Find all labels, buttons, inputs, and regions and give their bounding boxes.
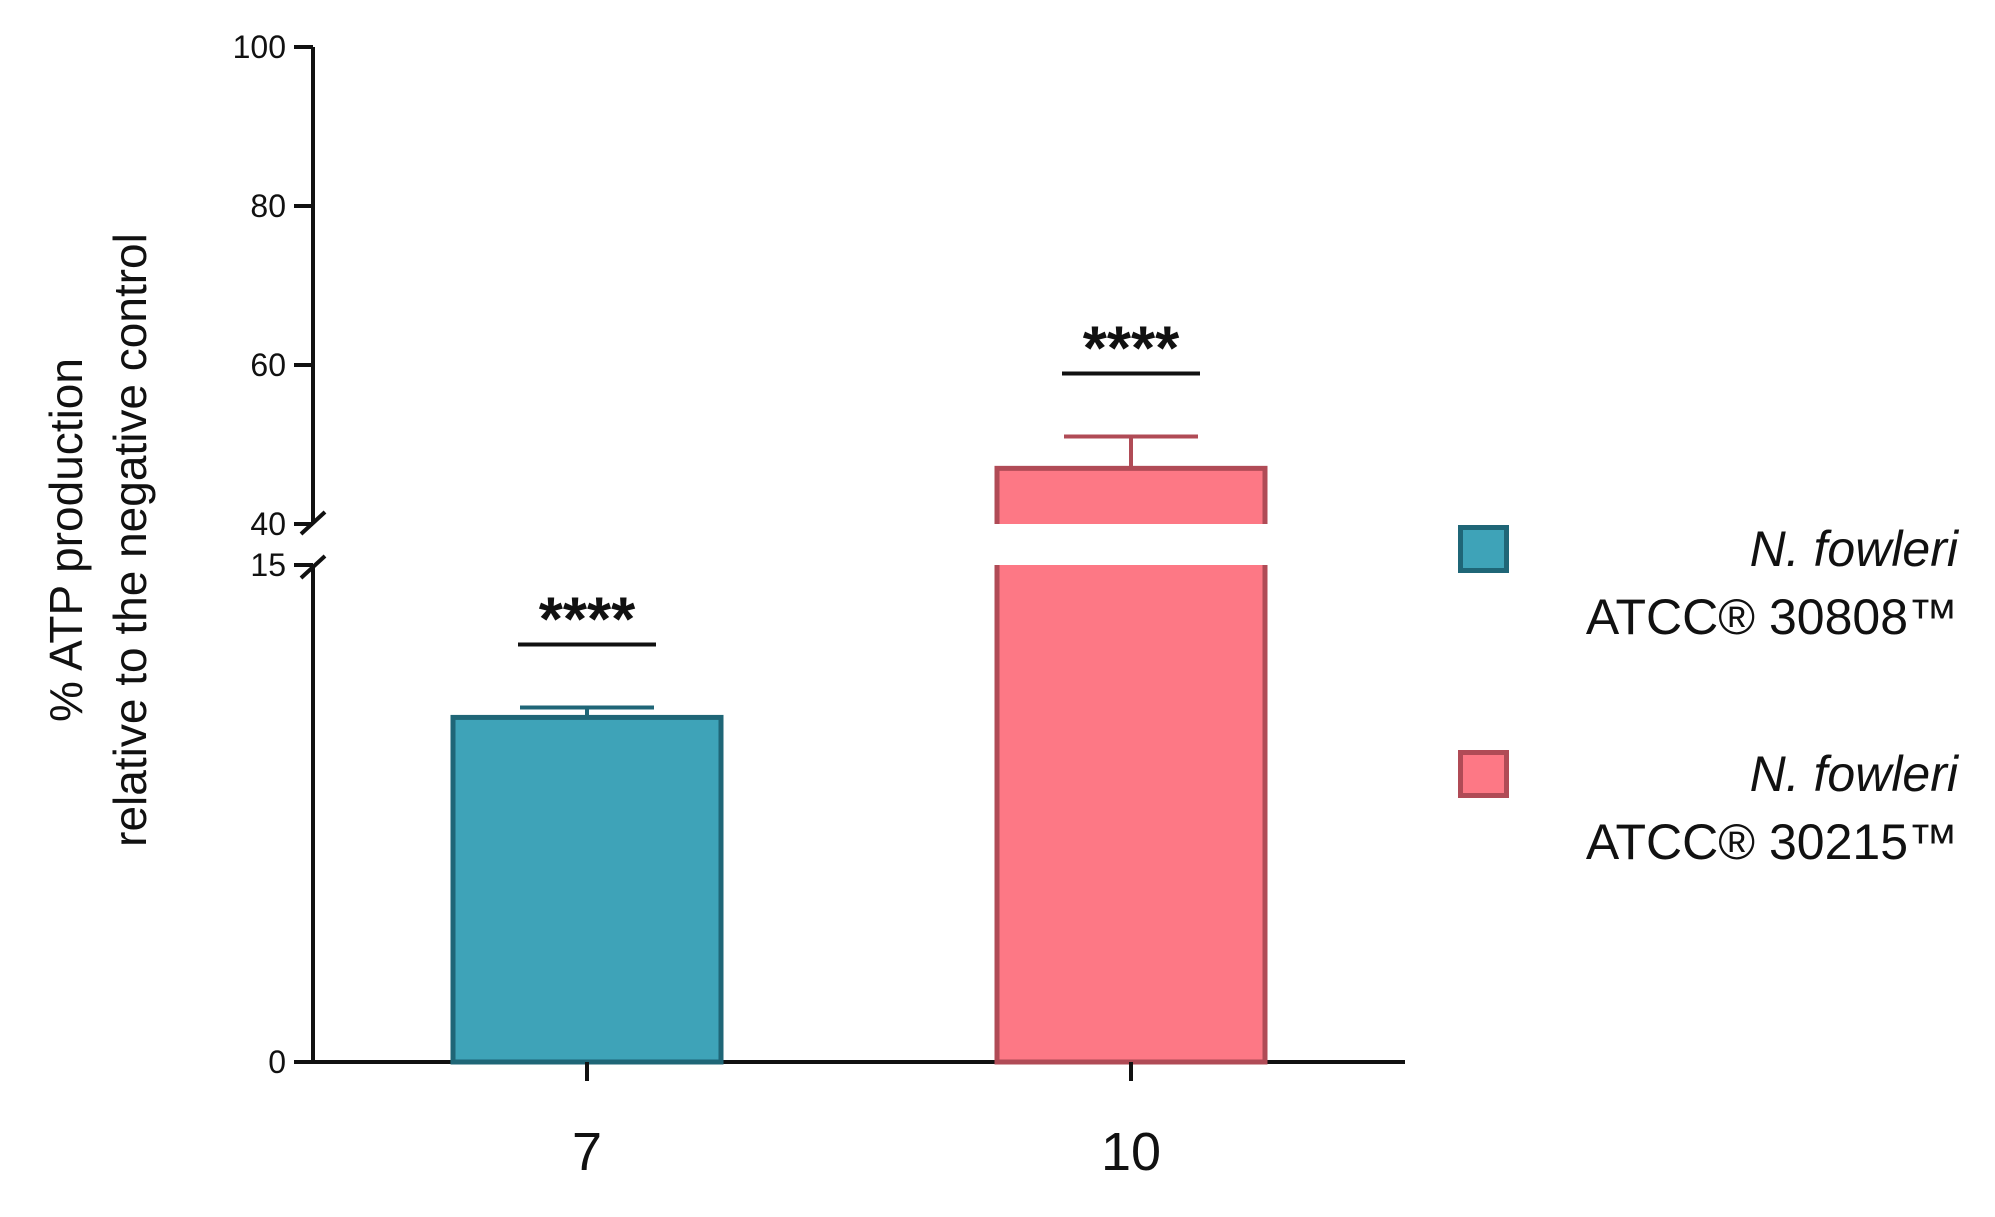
- legend-label-30215: N. fowleri ATCC® 30215™: [1538, 740, 1958, 876]
- legend-species-30215: N. fowleri: [1749, 746, 1958, 802]
- x-tick-label-7: 7: [572, 1122, 602, 1182]
- y-tick-label-15: 15: [250, 547, 286, 583]
- bar-7: [450, 714, 724, 1065]
- legend-swatch-30215: [1458, 750, 1509, 798]
- legend-item-30215: N. fowleri ATCC® 30215™: [1458, 740, 1978, 965]
- y-tick-label-60: 60: [250, 347, 286, 383]
- legend-species-30808: N. fowleri: [1749, 521, 1958, 577]
- x-tick-label-10: 10: [1101, 1122, 1161, 1182]
- y-tick-label-0: 0: [268, 1044, 286, 1080]
- bar-10: [994, 465, 1268, 1065]
- y-tick-label-80: 80: [250, 188, 286, 224]
- legend-strain-30215: ATCC® 30215™: [1585, 814, 1958, 870]
- significance-stars-10: ****: [1083, 315, 1180, 384]
- legend-swatch-30808: [1458, 525, 1509, 573]
- legend: N. fowleri ATCC® 30808™ N. fowleri ATCC®…: [1458, 515, 1978, 965]
- y-tick-label-40: 40: [250, 506, 286, 542]
- significance-stars-7: ****: [539, 585, 636, 654]
- legend-strain-30808: ATCC® 30808™: [1585, 589, 1958, 645]
- legend-item-30808: N. fowleri ATCC® 30808™: [1458, 515, 1978, 740]
- y-axis-label-line-2: relative to the negative control: [104, 233, 156, 847]
- legend-label-30808: N. fowleri ATCC® 30808™: [1538, 515, 1958, 651]
- y-axis-label-line-1: % ATP production: [40, 358, 92, 722]
- y-tick-label-100: 100: [233, 29, 286, 65]
- bar-break-gap-10: [993, 524, 1269, 565]
